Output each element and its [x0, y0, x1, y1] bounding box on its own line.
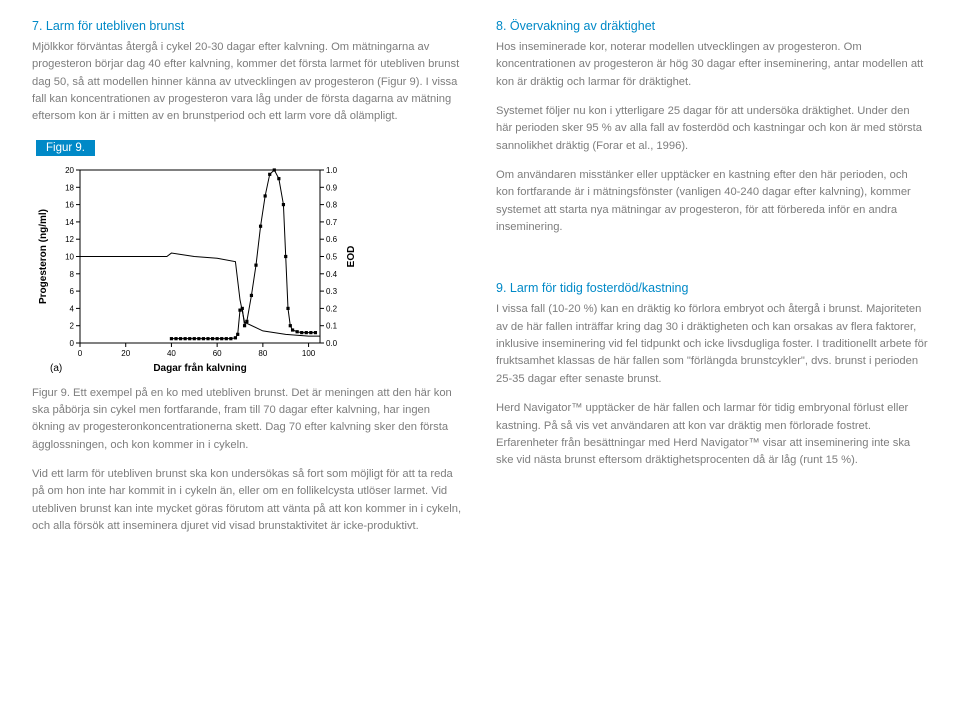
svg-text:0.9: 0.9 [326, 183, 338, 192]
svg-text:0: 0 [78, 349, 83, 358]
figure-9-caption-p2: Vid ett larm för utebliven brunst ska ko… [32, 466, 464, 535]
svg-text:10: 10 [65, 252, 74, 261]
left-column: 7. Larm för utebliven brunst Mjölkkor fö… [32, 18, 464, 548]
svg-text:0.4: 0.4 [326, 269, 338, 278]
section-8-heading: 8. Övervakning av dräktighet [496, 18, 928, 35]
section-8-body: Hos inseminerade kor, noterar modellen u… [496, 39, 928, 237]
right-column: 8. Övervakning av dräktighet Hos insemin… [496, 18, 928, 548]
figure-9-caption: Figur 9. Ett exempel på en ko med utebli… [32, 385, 464, 536]
section-8-p2: Systemet följer nu kon i ytterligare 25 … [496, 103, 928, 155]
svg-text:4: 4 [70, 304, 75, 313]
svg-text:14: 14 [65, 218, 74, 227]
svg-text:0: 0 [70, 339, 75, 348]
section-8-p1: Hos inseminerade kor, noterar modellen u… [496, 39, 928, 91]
spacer [496, 248, 928, 280]
section-8-p3: Om användaren misstänker eller upptäcker… [496, 167, 928, 236]
svg-text:18: 18 [65, 183, 74, 192]
svg-text:100: 100 [302, 349, 316, 358]
section-7-body: Mjölkkor förväntas återgå i cykel 20-30 … [32, 39, 464, 126]
svg-text:60: 60 [213, 349, 222, 358]
figure-9-caption-p1: Figur 9. Ett exempel på en ko med utebli… [32, 385, 464, 454]
two-column-layout: 7. Larm för utebliven brunst Mjölkkor fö… [32, 18, 928, 548]
svg-text:Dagar från kalvning: Dagar från kalvning [153, 362, 246, 374]
svg-text:0.5: 0.5 [326, 252, 338, 261]
svg-text:0.2: 0.2 [326, 304, 338, 313]
section-9-p1: I vissa fall (10-20 %) kan en dräktig ko… [496, 301, 928, 388]
section-9-heading: 9. Larm för tidig fosterdöd/kastning [496, 280, 928, 297]
svg-text:16: 16 [65, 200, 74, 209]
section-7-heading: 7. Larm för utebliven brunst [32, 18, 464, 35]
svg-text:1.0: 1.0 [326, 166, 338, 175]
svg-text:20: 20 [121, 349, 130, 358]
svg-text:6: 6 [70, 287, 75, 296]
chart-svg: 0 20 40 60 80 100 0 2 4 6 8 10 12 14 16 18 20 0.0 0.1 0.2 0.… [32, 160, 362, 375]
svg-text:(a): (a) [50, 363, 62, 374]
svg-text:20: 20 [65, 166, 74, 175]
svg-text:Progesteron (ng/ml): Progesteron (ng/ml) [38, 209, 49, 304]
svg-text:0.1: 0.1 [326, 321, 338, 330]
svg-text:0.0: 0.0 [326, 339, 338, 348]
section-9-p2: Herd Navigator™ upptäcker de här fallen … [496, 400, 928, 469]
section-9-body: I vissa fall (10-20 %) kan en dräktig ko… [496, 301, 928, 469]
svg-text:0.7: 0.7 [326, 218, 338, 227]
svg-text:12: 12 [65, 235, 74, 244]
figure-9-chart: 0 20 40 60 80 100 0 2 4 6 8 10 12 14 16 18 20 0.0 0.1 0.2 0.… [32, 160, 362, 375]
svg-text:8: 8 [70, 269, 75, 278]
svg-text:0.8: 0.8 [326, 200, 338, 209]
svg-text:0.6: 0.6 [326, 235, 338, 244]
figure-9-tag: Figur 9. [36, 140, 95, 156]
svg-text:40: 40 [167, 349, 176, 358]
svg-text:0.3: 0.3 [326, 287, 338, 296]
section-7-p1: Mjölkkor förväntas återgå i cykel 20-30 … [32, 39, 464, 126]
svg-text:80: 80 [258, 349, 267, 358]
svg-text:EOD: EOD [346, 245, 357, 267]
svg-text:2: 2 [70, 321, 75, 330]
